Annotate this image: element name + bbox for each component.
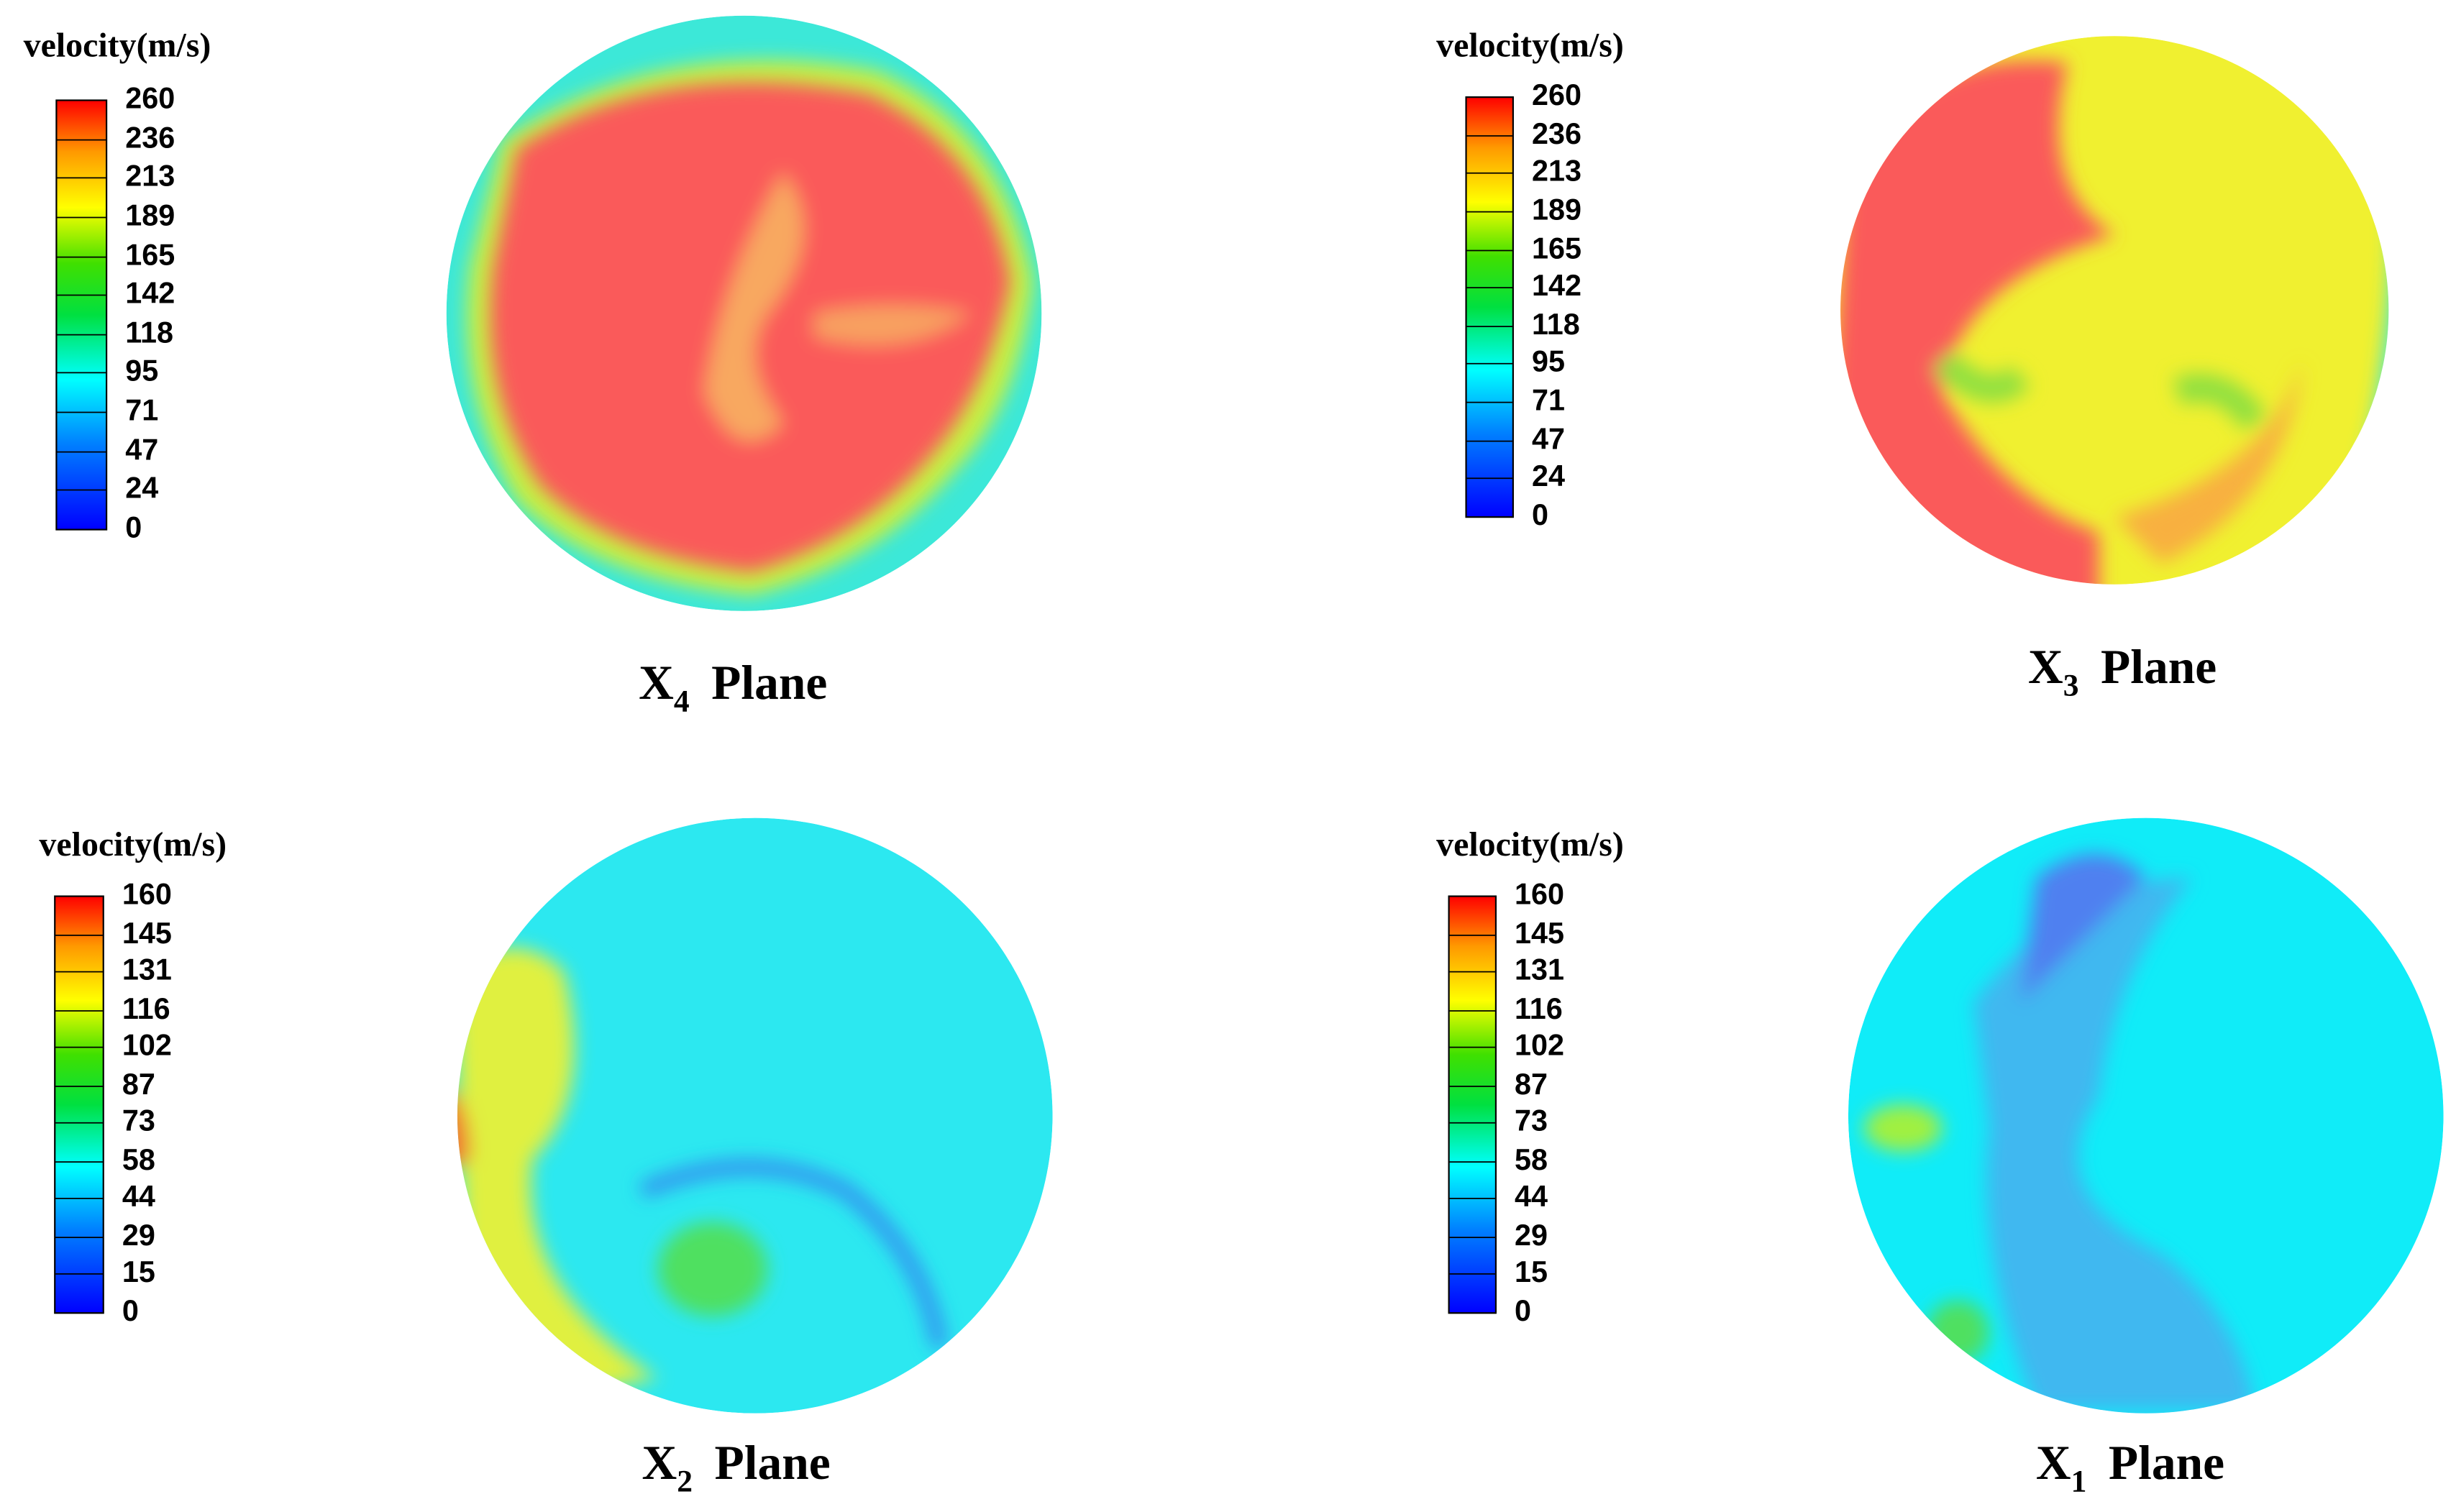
colorbar — [54, 895, 104, 1314]
colorbar-tick-label: 142 — [1532, 269, 1581, 302]
plane-label: X3 Plane — [2028, 640, 2217, 702]
colorbar-tick-label: 0 — [1515, 1294, 1531, 1327]
colorbar-tick-label: 24 — [1532, 459, 1565, 492]
colorbar-tick-label: 87 — [1515, 1068, 1548, 1101]
colorbar-tick-label: 236 — [1532, 117, 1581, 150]
plane-label-index: 1 — [2071, 1465, 2087, 1499]
colorbar-tick-label: 58 — [122, 1143, 155, 1176]
colorbar-tick-label: 116 — [122, 992, 170, 1025]
colorbar-tick-label: 0 — [1532, 498, 1548, 531]
colorbar — [1465, 96, 1514, 518]
colorbar-tick-label: 236 — [125, 122, 175, 155]
colorbar-tick-label: 189 — [1532, 193, 1581, 226]
plane-label-index: 2 — [677, 1465, 693, 1499]
plane-label-word: Plane — [2101, 640, 2217, 694]
plane-label-index: 4 — [674, 684, 690, 718]
colorbar-tick-label: 145 — [122, 917, 172, 950]
colorbar-tick-label: 0 — [125, 511, 142, 544]
colorbar-tick-label: 15 — [122, 1255, 155, 1288]
colorbar-tick-label: 116 — [1515, 992, 1563, 1025]
colorbar-tick-label: 260 — [125, 81, 175, 114]
colorbar-tick-label: 145 — [1515, 917, 1564, 950]
colorbar-tick-label: 165 — [1532, 232, 1581, 265]
colorbar-tick-label: 95 — [1532, 345, 1565, 378]
colorbar-tick-label: 118 — [1532, 308, 1580, 341]
field-x2 — [457, 817, 1053, 1414]
colorbar-tick-label: 131 — [1515, 953, 1564, 986]
colorbar-tick-label: 118 — [125, 316, 173, 349]
colorbar-title: velocity(m/s) — [39, 825, 227, 863]
field-x4 — [446, 15, 1042, 611]
colorbar-tick-label: 0 — [122, 1294, 139, 1327]
plane-label-letter: X — [2028, 640, 2063, 694]
colorbar-tick-label: 73 — [1515, 1104, 1548, 1137]
colorbar-tick-label: 47 — [125, 434, 158, 467]
colorbar-tick-label: 29 — [122, 1219, 155, 1252]
colorbar-tick-label: 213 — [125, 159, 175, 192]
colorbar-tick-label: 102 — [1515, 1029, 1564, 1062]
colorbar-tick-label: 44 — [1515, 1180, 1548, 1213]
plane-label-word: Plane — [2109, 1436, 2224, 1490]
colorbar-tick-label: 24 — [125, 471, 158, 504]
field-x3 — [1840, 36, 2389, 585]
colorbar-tick-label: 73 — [122, 1104, 155, 1137]
colorbar-tick-label: 15 — [1515, 1255, 1548, 1288]
plane-label-word: Plane — [715, 1436, 831, 1490]
colorbar-title: velocity(m/s) — [1436, 825, 1624, 863]
plane-label-index: 3 — [2063, 669, 2079, 703]
colorbar-tick-label: 44 — [122, 1180, 155, 1213]
colorbar-tick-label: 213 — [1532, 155, 1581, 188]
colorbar-tick-label: 95 — [125, 354, 158, 387]
colorbar-tick-label: 142 — [125, 276, 175, 309]
colorbar-title: velocity(m/s) — [24, 26, 211, 64]
plane-label-letter: X — [642, 1436, 677, 1490]
plane-label-word: Plane — [711, 656, 827, 710]
colorbar — [55, 99, 108, 531]
plane-label-letter: X — [639, 656, 674, 710]
colorbar — [1448, 895, 1497, 1314]
colorbar-tick-label: 160 — [1515, 877, 1564, 910]
colorbar-tick-label: 71 — [1532, 384, 1565, 417]
colorbar-tick-label: 131 — [122, 953, 172, 986]
colorbar-title: velocity(m/s) — [1436, 26, 1624, 64]
colorbar-tick-label: 58 — [1515, 1143, 1548, 1176]
colorbar-tick-label: 29 — [1515, 1219, 1548, 1252]
colorbar-tick-label: 47 — [1532, 423, 1565, 456]
colorbar-tick-label: 189 — [125, 198, 175, 232]
plane-label: X2 Plane — [642, 1436, 831, 1498]
plane-label: X4 Plane — [639, 656, 827, 718]
colorbar-tick-label: 165 — [125, 239, 175, 272]
colorbar-tick-label: 102 — [122, 1029, 172, 1062]
plane-label: X1 Plane — [2036, 1436, 2224, 1498]
colorbar-tick-label: 160 — [122, 877, 172, 910]
colorbar-tick-label: 87 — [122, 1068, 155, 1101]
plane-label-letter: X — [2036, 1436, 2071, 1490]
field-x1 — [1848, 817, 2444, 1414]
colorbar-tick-label: 260 — [1532, 78, 1581, 111]
colorbar-tick-label: 71 — [125, 393, 158, 426]
